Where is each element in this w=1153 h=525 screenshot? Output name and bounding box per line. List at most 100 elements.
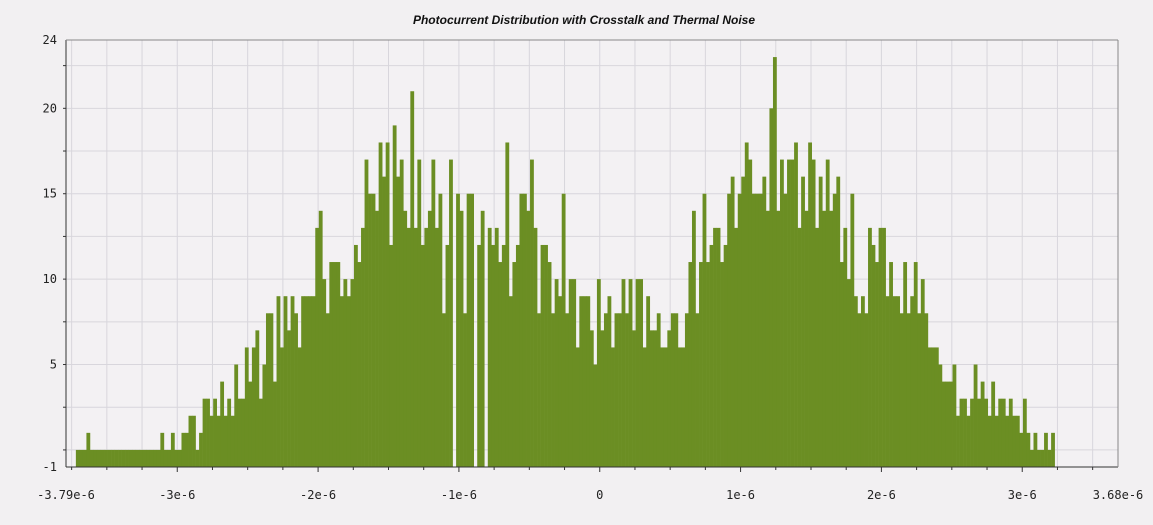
- histogram-bar: [1026, 432, 1031, 467]
- histogram-bar: [537, 313, 541, 467]
- histogram-bar: [237, 398, 242, 467]
- histogram-bar: [600, 330, 605, 467]
- histogram-bar: [836, 176, 841, 467]
- histogram-bar: [882, 227, 886, 467]
- histogram-bar: [368, 193, 372, 467]
- histogram-bar: [442, 313, 446, 467]
- histogram-bar: [709, 244, 714, 467]
- histogram-bar: [875, 262, 879, 467]
- histogram-bar: [118, 449, 122, 467]
- histogram-bar: [322, 279, 327, 467]
- histogram-bar: [547, 262, 552, 467]
- histogram-bar: [667, 330, 672, 467]
- histogram-bar: [607, 296, 612, 467]
- histogram-bar: [1029, 449, 1034, 467]
- histogram-bar: [114, 449, 119, 467]
- y-tick-label: 5: [50, 358, 57, 372]
- x-tick-label: -2e-6: [300, 488, 336, 502]
- histogram-bar: [684, 313, 689, 467]
- histogram-bar: [762, 176, 767, 467]
- histogram-bar: [586, 296, 591, 467]
- histogram-bar: [273, 381, 277, 467]
- histogram-bar: [494, 227, 499, 467]
- histogram-bar: [146, 449, 151, 467]
- histogram-bar: [128, 449, 133, 467]
- histogram-bar: [470, 193, 474, 467]
- histogram-bar: [977, 398, 981, 467]
- histogram-bar: [375, 210, 379, 468]
- histogram-bar: [653, 330, 658, 467]
- histogram-bar: [758, 193, 763, 467]
- y-tick-label: 10: [43, 272, 57, 286]
- histogram-bar: [920, 279, 925, 467]
- histogram-bar: [839, 262, 844, 467]
- histogram-bar: [625, 313, 629, 467]
- histogram-bar: [818, 176, 823, 467]
- histogram-bar: [209, 415, 214, 467]
- histogram-bar: [860, 296, 865, 467]
- histogram-bar: [202, 398, 207, 467]
- x-tick-label: 3.68e-6: [1093, 488, 1144, 502]
- histogram-bar: [868, 227, 872, 467]
- histogram-bar: [174, 449, 179, 467]
- histogram-bar: [635, 279, 640, 467]
- histogram-bar: [917, 313, 922, 467]
- histogram-bar: [519, 193, 524, 467]
- histogram-bar: [371, 193, 376, 467]
- x-tick-label: 1e-6: [726, 488, 755, 502]
- y-tick-label: 15: [43, 187, 57, 201]
- histogram-bar: [357, 262, 362, 467]
- histogram-bar: [350, 279, 355, 467]
- histogram-bar: [515, 244, 520, 467]
- histogram-bar: [632, 330, 636, 467]
- histogram-bar: [86, 432, 91, 467]
- histogram-bar: [530, 159, 534, 467]
- histogram-bar: [160, 432, 165, 467]
- histogram-bar: [772, 57, 777, 467]
- histogram-bar: [646, 296, 651, 467]
- histogram-bar: [903, 262, 908, 467]
- histogram-bar: [276, 296, 281, 467]
- histogram-bar: [723, 244, 728, 467]
- histogram-bar: [290, 296, 295, 467]
- histogram-bar: [301, 296, 306, 467]
- histogram-bar: [135, 449, 140, 467]
- histogram-bar: [354, 244, 358, 467]
- histogram-bar: [706, 262, 710, 467]
- histogram-bar: [797, 227, 802, 467]
- histogram-bar: [403, 210, 408, 468]
- histogram-bar: [491, 244, 496, 467]
- histogram-bar: [522, 193, 527, 467]
- histogram-bar: [392, 125, 397, 468]
- histogram-bar: [417, 159, 422, 467]
- y-tick-label: 20: [43, 101, 57, 115]
- histogram-bar: [445, 244, 450, 467]
- histogram-bar: [846, 279, 851, 467]
- histogram-bar: [540, 244, 545, 467]
- histogram-bar: [223, 415, 228, 467]
- y-tick-label: 24: [43, 33, 57, 47]
- histogram-bar: [297, 347, 302, 467]
- histogram-bar: [121, 449, 126, 467]
- histogram-bar: [346, 296, 351, 467]
- histogram-bar: [463, 313, 467, 467]
- histogram-bar: [702, 193, 707, 467]
- histogram-bar: [339, 296, 344, 467]
- histogram-bar: [438, 193, 443, 467]
- histogram-bar: [82, 449, 87, 467]
- histogram-bar: [544, 244, 548, 467]
- histogram-bar: [508, 296, 513, 467]
- histogram-bar: [1037, 449, 1041, 467]
- histogram-bar: [663, 347, 668, 467]
- histogram-bar: [825, 159, 830, 467]
- histogram-bar: [100, 449, 105, 467]
- histogram-bar: [582, 296, 587, 467]
- histogram-bar: [1047, 449, 1052, 467]
- histogram-bar: [149, 449, 154, 467]
- histogram-bar: [691, 210, 696, 468]
- histogram-bar: [737, 193, 742, 467]
- histogram-bar: [589, 330, 594, 467]
- histogram-bar: [857, 313, 862, 467]
- histogram-bar: [139, 449, 144, 467]
- histogram-bar: [551, 313, 555, 467]
